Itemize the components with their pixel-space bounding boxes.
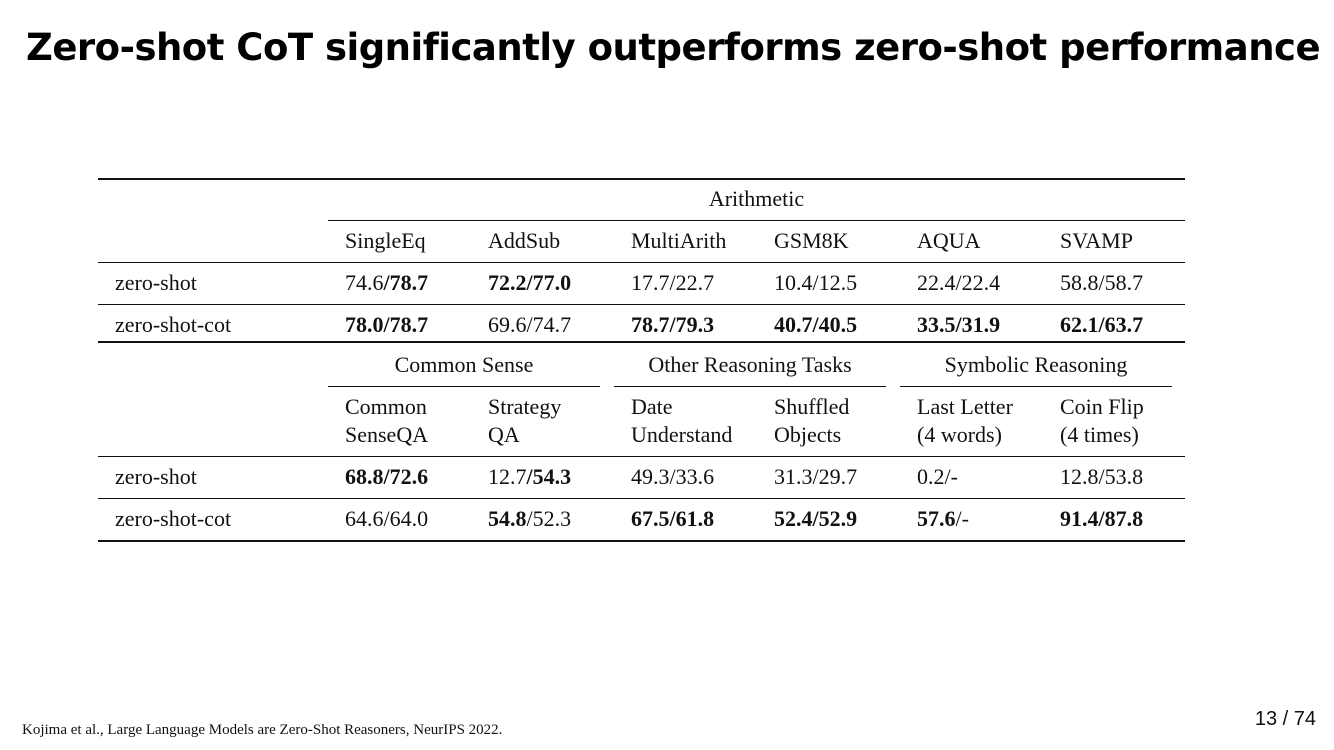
- cell-value: 78.7/79.3: [631, 312, 715, 337]
- column-header-line1: Coin Flip: [1060, 394, 1144, 419]
- cell-value: 68.8/72.6: [345, 464, 429, 489]
- cell-value: 40.7/40.5: [774, 312, 858, 337]
- column-header: SingleEq: [345, 228, 426, 253]
- cell-value: 54.8: [488, 506, 527, 531]
- table-cell: 62.1/63.7: [1060, 311, 1143, 339]
- table-cell: 22.4/22.4: [917, 269, 1000, 297]
- table-cell: 52.4/52.9: [774, 505, 857, 533]
- column-header: AddSub: [488, 228, 561, 253]
- cell-value: 69.6/74.7: [488, 312, 572, 337]
- cell-value: 91.4/87.8: [1060, 506, 1144, 531]
- column-header-line2: Understand: [631, 422, 733, 447]
- table-top-rule: [98, 178, 1185, 180]
- table-cell: 54.8/52.3: [488, 505, 571, 533]
- table-cell: 57.6/-: [917, 505, 969, 533]
- group-header: Common Sense: [394, 352, 534, 377]
- section-divider-rule: [98, 341, 1185, 343]
- cell-value: 10.4/12.5: [774, 270, 858, 295]
- cell-value: 67.5/61.8: [631, 506, 715, 531]
- table-cell: 31.3/29.7: [774, 463, 857, 491]
- table-cell: 68.8/72.6: [345, 463, 428, 491]
- table-cell: 69.6/74.7: [488, 311, 571, 339]
- table-cell: 64.6/64.0: [345, 505, 428, 533]
- table-cell: 12.7/54.3: [488, 463, 571, 491]
- table-cell: 10.4/12.5: [774, 269, 857, 297]
- cell-value-part: /-: [955, 506, 969, 531]
- table-cell: 78.7/79.3: [631, 311, 714, 339]
- cell-value: 52.4/52.9: [774, 506, 858, 531]
- column-header: SVAMP: [1060, 228, 1133, 253]
- table-cell: 17.7/22.7: [631, 269, 714, 297]
- column-header-line2: SenseQA: [345, 422, 429, 447]
- column-header-line2: Objects: [774, 422, 842, 447]
- cell-value: 74.6: [345, 270, 384, 295]
- cell-value: 33.5/31.9: [917, 312, 1001, 337]
- row-rule: [98, 304, 1185, 305]
- table-cell: 74.6/78.7: [345, 269, 428, 297]
- common-sense-group-rule: [328, 386, 600, 387]
- header-rule-2: [98, 456, 1185, 457]
- column-header-line2: (4 times): [1060, 422, 1139, 447]
- slide-title: Zero-shot CoT significantly outperforms …: [26, 26, 1321, 69]
- cell-value: 49.3/33.6: [631, 464, 715, 489]
- cell-value: 31.3/29.7: [774, 464, 858, 489]
- arithmetic-group-rule: [328, 220, 1185, 221]
- cell-value: 0.2/-: [917, 464, 958, 489]
- row-label: zero-shot: [115, 464, 197, 489]
- table-cell: 67.5/61.8: [631, 505, 714, 533]
- column-header-line1: Last Letter: [917, 394, 1013, 419]
- table-cell: 49.3/33.6: [631, 463, 714, 491]
- page-number: 13 / 74: [1254, 708, 1316, 730]
- cell-value: 64.6/64.0: [345, 506, 429, 531]
- cell-value: 72.2/77.0: [488, 270, 572, 295]
- row-label: zero-shot: [115, 270, 197, 295]
- other-reasoning-group-rule: [614, 386, 886, 387]
- group-header-arithmetic: Arithmetic: [708, 186, 805, 211]
- column-header-line1: Date: [631, 394, 673, 419]
- cell-value: 62.1/63.7: [1060, 312, 1144, 337]
- row-rule-2: [98, 498, 1185, 499]
- group-header: Other Reasoning Tasks: [648, 352, 852, 377]
- table-bottom-rule: [98, 540, 1185, 542]
- column-header: AQUA: [917, 228, 981, 253]
- table-cell: 40.7/40.5: [774, 311, 857, 339]
- table-cell: 78.0/78.7: [345, 311, 428, 339]
- cell-value: 22.4/22.4: [917, 270, 1001, 295]
- row-label: zero-shot-cot: [115, 506, 232, 531]
- column-header-line2: QA: [488, 422, 520, 447]
- column-header-line1: Strategy: [488, 394, 562, 419]
- header-rule: [98, 262, 1185, 263]
- cell-value-part: /54.3: [526, 464, 572, 489]
- cell-value: 12.8/53.8: [1060, 464, 1144, 489]
- cell-value-part: /52.3: [526, 506, 572, 531]
- cell-value: 57.6: [917, 506, 956, 531]
- cell-value: 58.8/58.7: [1060, 270, 1144, 295]
- row-label: zero-shot-cot: [115, 312, 232, 337]
- table-cell: 72.2/77.0: [488, 269, 571, 297]
- column-header-line1: Common: [345, 394, 427, 419]
- column-header: GSM8K: [774, 228, 849, 253]
- cell-value-part: /78.7: [383, 270, 429, 295]
- column-header-line2: (4 words): [917, 422, 1002, 447]
- cell-value: 12.7: [488, 464, 527, 489]
- table-cell: 0.2/-: [917, 463, 958, 491]
- column-header: MultiArith: [631, 228, 727, 253]
- table-cell: 58.8/58.7: [1060, 269, 1143, 297]
- table-cell: 33.5/31.9: [917, 311, 1000, 339]
- column-header-line1: Shuffled: [774, 394, 850, 419]
- group-header: Symbolic Reasoning: [944, 352, 1128, 377]
- citation-footer: Kojima et al., Large Language Models are…: [22, 722, 503, 738]
- cell-value: 78.0/78.7: [345, 312, 429, 337]
- table-cell: 12.8/53.8: [1060, 463, 1143, 491]
- symbolic-reasoning-group-rule: [900, 386, 1172, 387]
- cell-value: 17.7/22.7: [631, 270, 715, 295]
- table-cell: 91.4/87.8: [1060, 505, 1143, 533]
